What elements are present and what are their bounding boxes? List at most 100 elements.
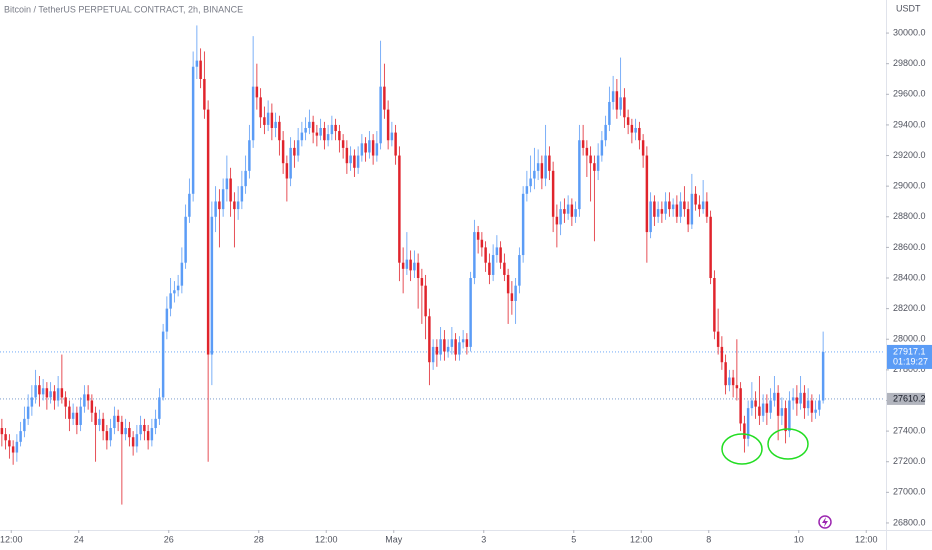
x-tick-label: 12:00 [855,534,878,544]
candle-body [53,391,56,401]
candle-body [259,97,262,118]
candle-body [296,140,300,156]
candle-body [735,385,739,389]
candle-body [585,147,589,156]
candle-body [90,400,94,413]
countdown-label: 01:19:27 [893,356,928,366]
candle-body [488,262,491,275]
candle-body [266,112,270,125]
candle-body [281,140,285,164]
candle-body [195,60,199,67]
candle-body [263,117,266,125]
candle-body [206,109,210,355]
candle-body [563,209,566,214]
candle-body [248,140,251,171]
candle-body [176,285,180,291]
candle-body [120,421,124,435]
candle-body [611,91,615,102]
annotation-circle [721,433,763,465]
candle-body [413,262,416,271]
candle-body [428,316,431,363]
candle-body [390,132,394,141]
candle-body [810,400,814,413]
candle-body [300,132,304,141]
candle-body [626,117,630,125]
candle-body [709,216,712,279]
candle-body [135,434,139,447]
candle-body [791,397,795,401]
candle-body [615,91,619,110]
x-tick-label: 12:00 [0,534,23,544]
candle-body [364,143,367,153]
candle-body [743,423,746,439]
x-tick-label: 10 [794,534,804,544]
candle-body [799,392,802,404]
candle-body [236,201,240,210]
candle-body [214,201,217,217]
y-tick-label: 27400.0 [893,425,926,435]
candle-body [765,403,769,413]
x-tick-label: 24 [74,534,84,544]
candle-body [229,178,232,202]
candle-body [394,132,397,156]
candle-body [409,259,412,271]
candle-body [679,201,682,217]
candle-body [731,377,735,386]
candle-body [476,232,480,240]
candle-body [75,412,79,425]
y-tick-label: 29400.0 [893,119,926,129]
chart-title: Bitcoin / TetherUS PERPETUAL CONTRACT, 2… [4,4,243,14]
candle-body [56,388,60,401]
candle-body [506,274,510,294]
candle-body [113,415,116,429]
candle-body [98,418,101,425]
candle-body [184,216,187,263]
candle-body [431,346,435,363]
y-tick-label: 29800.0 [893,58,926,68]
candle-body [173,290,176,294]
candle-body [518,255,521,286]
candle-body [578,140,581,210]
candle-body [330,124,334,135]
plot [0,25,885,505]
candle-body [683,201,686,210]
candle-body [323,127,326,141]
candle-body [255,86,259,98]
candle-body [199,60,202,79]
y-tick-label: 28600.0 [893,242,926,252]
candle-body [593,163,596,171]
candle-body [803,392,806,409]
annotation-circle [767,428,809,460]
candle-body [548,155,551,171]
y-tick-label: 27000.0 [893,487,926,497]
candle-body [664,201,667,214]
candle-body [784,408,787,432]
candle-body [274,121,277,128]
candle-body [371,140,375,156]
candle-body [233,201,236,210]
candle-body [446,346,450,352]
candle-body [634,127,637,133]
candle-body [383,86,386,110]
candle-body [435,346,439,355]
candle-body [795,397,799,404]
y-tick-label: 27800.0 [893,364,926,374]
candle-body [71,412,75,419]
candle-body [533,170,536,179]
candle-body [386,109,390,141]
candle-body [806,400,810,409]
candle-body [454,339,457,355]
candle-body [540,163,544,179]
candle-body [83,394,86,407]
candle-body [68,406,71,419]
candle-body [45,388,49,398]
candle-body [649,201,652,233]
candle-body [713,278,716,332]
candle-body [458,342,461,355]
candle-body [101,418,105,432]
candle-body [285,163,289,179]
candle-body [124,428,127,435]
candle-body [225,178,229,190]
candle-body [675,204,679,217]
candle-body [484,247,487,263]
